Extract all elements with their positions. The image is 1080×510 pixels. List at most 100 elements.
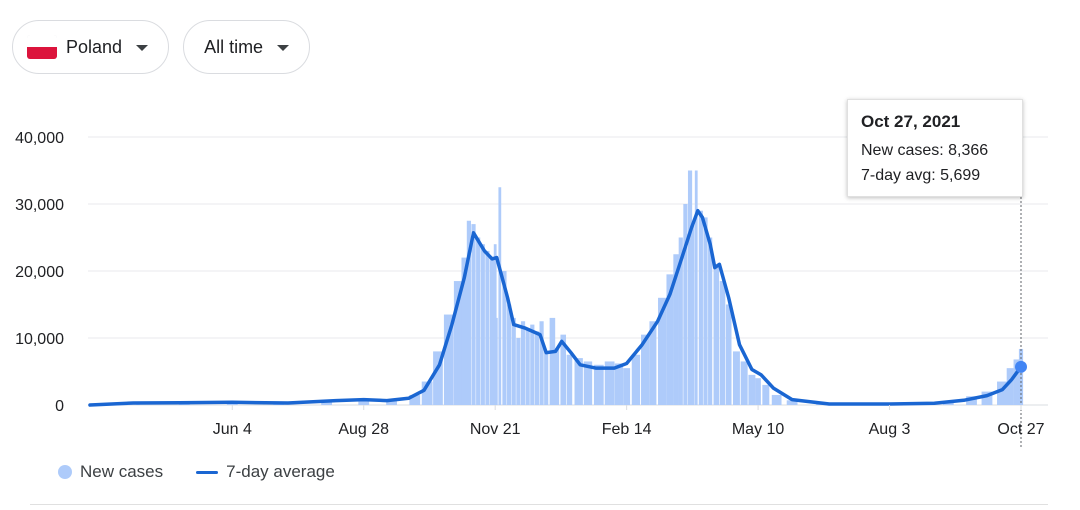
period-selector-label: All time (204, 36, 264, 57)
new-cases-bars (136, 170, 1024, 405)
new-cases-bar (493, 244, 497, 405)
legend-new-cases-label: New cases (80, 462, 164, 481)
new-cases-bar (691, 224, 695, 405)
new-cases-bar (708, 237, 713, 405)
tooltip-new-cases: New cases: 8,366 (861, 142, 989, 159)
new-cases-bar (631, 354, 641, 405)
x-tick-label: May 10 (732, 421, 785, 438)
chart-legend: New cases 7-day average (58, 462, 335, 482)
divider (30, 504, 1048, 505)
new-cases-bar (544, 351, 549, 405)
y-tick-label: 40,000 (15, 130, 64, 147)
new-cases-bar (574, 358, 583, 405)
tooltip-date: Oct 27, 2021 (861, 112, 961, 131)
new-cases-bar (687, 170, 693, 405)
y-axis: 0 10,000 20,000 30,000 40,000 (15, 130, 64, 415)
country-selector-label: Poland (66, 36, 123, 57)
new-cases-bar (461, 257, 468, 405)
new-cases-bar (623, 368, 631, 405)
seven-day-average-line (88, 208, 1023, 407)
new-cases-bar (480, 244, 485, 405)
x-axis: Jun 4 Aug 28 Nov 21 Feb 14 May 10 Aug 3 Oct 27 (213, 405, 1045, 438)
new-cases-bar (409, 394, 421, 405)
new-cases-bar (495, 317, 498, 405)
new-cases-bar (981, 391, 993, 405)
new-cases-bar (386, 400, 397, 405)
avg-legend-line-icon (196, 470, 219, 474)
new-cases-bar (498, 187, 502, 405)
new-cases-bar (471, 224, 476, 405)
country-selector[interactable]: Poland (12, 20, 170, 74)
x-tick-label: Oct 27 (997, 421, 1044, 438)
new-cases-bar (732, 351, 740, 405)
y-tick-label: 30,000 (15, 197, 64, 214)
new-cases-bar (534, 331, 540, 405)
new-cases-bar (713, 264, 720, 405)
x-tick-label: Aug 3 (869, 421, 911, 438)
y-tick-label: 10,000 (15, 331, 64, 348)
new-cases-bar (485, 250, 490, 405)
tooltip-7day-avg: 7-day avg: 5,699 (861, 167, 981, 184)
new-cases-legend-dot-icon (58, 465, 72, 479)
hover-point (1015, 360, 1027, 373)
new-cases-bar (566, 354, 573, 405)
new-cases-bar (530, 324, 535, 405)
new-cases-bar (698, 210, 703, 405)
new-cases-bar (507, 304, 512, 405)
new-cases-bar (516, 338, 521, 405)
x-tick-label: Feb 14 (602, 421, 652, 438)
new-cases-bar (1018, 348, 1024, 405)
chart-tooltip: Oct 27, 2021 New cases: 8,366 7-day avg:… (847, 99, 1023, 197)
flag-red-band (27, 47, 57, 59)
new-cases-bar (997, 381, 1008, 405)
poland-flag-icon (27, 35, 57, 59)
new-cases-bar (583, 361, 593, 405)
cases-chart[interactable]: 0 10,000 20,000 30,000 40,000 Jun 4 Aug 28 Nov… (0, 0, 1080, 460)
new-cases-bar (539, 321, 544, 405)
new-cases-bar (421, 381, 433, 405)
new-cases-bar (658, 297, 667, 405)
new-cases-bar (703, 217, 708, 405)
new-cases-bar (433, 351, 443, 405)
y-tick-label: 20,000 (15, 264, 64, 281)
new-cases-bar (755, 378, 761, 405)
new-cases-bar (748, 374, 756, 405)
new-cases-bar (683, 204, 688, 405)
new-cases-bar (525, 327, 530, 405)
new-cases-bar (771, 394, 782, 405)
new-cases-bar (719, 281, 726, 405)
new-cases-bar (740, 361, 748, 405)
new-cases-bar (560, 334, 567, 405)
new-cases-bar (453, 281, 463, 405)
new-cases-bar (554, 348, 560, 405)
new-cases-bar (520, 321, 526, 405)
new-cases-bar (786, 400, 798, 405)
new-cases-bar (725, 304, 732, 405)
new-cases-bar (673, 254, 679, 405)
new-cases-bar (490, 257, 495, 405)
flag-white-band (27, 35, 57, 47)
x-tick-label: Aug 28 (338, 421, 389, 438)
new-cases-bar (476, 237, 481, 405)
chevron-down-icon (277, 45, 290, 51)
legend-avg-label: 7-day average (226, 462, 335, 481)
period-selector[interactable]: All time (183, 20, 311, 74)
new-cases-bar (593, 364, 604, 405)
new-cases-bar (321, 400, 333, 405)
new-cases-bar (614, 363, 624, 405)
new-cases-bar (966, 396, 977, 405)
new-cases-bar (549, 317, 556, 405)
new-cases-bar (678, 237, 683, 405)
new-cases-bar (1013, 359, 1020, 405)
new-cases-bar (511, 317, 516, 405)
new-cases-bar (358, 399, 370, 405)
new-cases-bar (641, 334, 650, 405)
x-tick-label: Jun 4 (213, 421, 252, 438)
new-cases-bar (1006, 368, 1014, 405)
new-cases-bar (604, 361, 615, 405)
chevron-down-icon (136, 45, 149, 51)
filter-bar: Poland All time (12, 20, 311, 74)
y-tick-label: 0 (55, 398, 64, 415)
x-tick-label: Nov 21 (470, 421, 521, 438)
new-cases-bar (666, 274, 674, 405)
